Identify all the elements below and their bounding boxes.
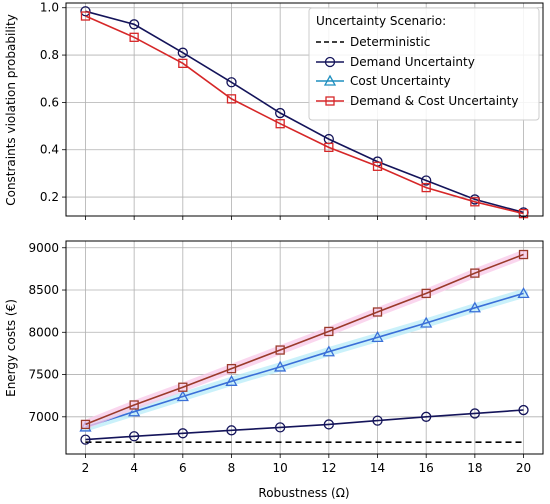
bottom-y-tick-label: 8000 [28,325,59,339]
top-demand-uncertainty-point [421,175,432,186]
bottom-demand-uncertainty-point [226,425,237,436]
top-axes-frame [65,2,544,217]
top-demand-and-cost-uncertainty-point [470,197,480,207]
bottom-cost-uncertainty-point [468,301,481,313]
bottom-demand-and-cost-uncertainty-point [178,382,188,392]
x-tick-label: 12 [321,461,336,475]
top-y-tick-label: 0.4 [40,143,59,157]
legend: Uncertainty Scenario: Deterministic Dema… [308,7,540,121]
bottom-cost-uncertainty-point [274,360,287,372]
top-series [80,6,529,219]
top-demand-uncertainty-point [275,107,286,119]
bottom-demand-uncertainty-point [177,428,188,439]
top-y-tick-label: 1.0 [40,1,59,15]
legend-demand-label: Demand Uncertainty [350,55,475,69]
top-panel: 0.2 0.4 0.6 0.8 1.0 Constraints violation pr… [4,1,544,220]
bottom-demand-and-cost-uncertainty-point [470,268,480,278]
bottom-cost-uncertainty-point [371,331,384,343]
x-tick-label: 6 [179,461,187,475]
bottom-cost-uncertainty-point [225,374,238,386]
top-demand-and-cost-uncertainty-point [129,32,139,42]
bottom-demand-uncertainty-point [128,431,140,442]
legend-title: Uncertainty Scenario: [316,14,446,28]
x-tick-label: 8 [228,461,236,475]
legend-cost-marker [323,74,337,86]
legend-frame [308,7,540,121]
bottom-series [79,249,530,445]
legend-demand-cost-label: Demand & Cost Uncertainty [350,94,518,108]
bottom-cost-uncertainty-point [176,390,189,402]
bottom-demand-uncertainty-point [323,419,334,430]
bottom-demand-uncertainty-point [421,411,432,422]
bottom-demand-and-cost-uncertainty-point [324,326,334,337]
top-demand-and-cost-uncertainty-point [178,58,188,68]
x-axis-label: Robustness (Ω) [258,486,349,500]
x-tick-label: 4 [130,461,138,475]
top-y-axis-label: Constraints violation probability [4,14,18,206]
bottom-y-tick-label: 7500 [28,368,59,382]
bottom-y-tick-label: 7000 [28,410,59,424]
x-tick-label: 18 [467,461,482,475]
legend-demand-marker [324,56,336,68]
bottom-demand-uncertainty-point [80,434,91,445]
top-demand-and-cost-uncertainty-line [85,15,524,215]
bottom-demand-and-cost-uncertainty-line [85,253,524,426]
legend-cost-label: Cost Uncertainty [350,74,451,88]
bottom-demand-uncertainty-point [469,408,481,419]
legend-demand-cost-marker [325,96,335,106]
bottom-demand-uncertainty-point [275,422,286,433]
bottom-demand-and-cost-uncertainty-point [421,288,431,299]
bottom-ticks: 2 4 6 8 10 12 14 16 18 20 7000 7500 8000 8500 9000 [28,241,531,475]
bottom-demand-and-cost-uncertainty-point [518,249,529,260]
top-demand-and-cost-uncertainty-point [324,142,334,153]
bottom-demand-uncertainty-point [372,415,383,426]
bottom-demand-uncertainty-point [518,404,529,416]
bottom-cost-uncertainty-point [128,405,141,417]
bottom-cost-uncertainty-point [517,287,530,299]
top-y-tick-label: 0.6 [40,95,59,109]
bottom-y-tick-label: 8500 [28,283,59,297]
bottom-y-axis-label: Energy costs (€) [4,299,18,397]
x-tick-label: 10 [273,461,288,475]
bottom-axes-frame [65,240,544,455]
top-demand-and-cost-uncertainty-point [80,11,91,21]
x-tick-label: 2 [82,461,90,475]
bottom-panel: 2 4 6 8 10 12 14 16 18 20 7000 7500 8000 8500 9000 Ene… [4,240,544,500]
top-demand-and-cost-uncertainty-point [421,182,431,193]
bottom-demand-and-cost-uncertainty-point [80,419,91,430]
bottom-grid [66,241,543,454]
top-demand-uncertainty-point [226,77,237,88]
bottom-cost-uncertainty-point [420,316,433,328]
bottom-demand-and-cost-uncertainty-point [129,400,139,410]
top-demand-and-cost-uncertainty-point [226,94,237,104]
x-tick-label: 20 [516,461,531,475]
top-demand-and-cost-uncertainty-point [275,119,285,129]
bottom-y-tick-label: 9000 [28,241,59,255]
x-tick-label: 14 [370,461,385,475]
bottom-demand-and-cost-uncertainty-point [372,307,383,317]
top-demand-uncertainty-point [80,6,91,17]
bottom-cost-uncertainty-line [85,292,524,428]
bottom-demand-and-cost-uncertainty-point [226,363,237,374]
top-y-tick-label: 0.2 [40,190,59,204]
top-demand-uncertainty-point [128,19,140,30]
legend-deterministic-label: Deterministic [350,35,430,49]
bottom-cost-uncertainty-point [322,345,335,357]
bottom-demand-uncertainty-line [85,409,524,441]
bottom-demand-and-cost-uncertainty-point [275,345,285,355]
top-y-tick-label: 0.8 [40,48,59,62]
x-tick-label: 16 [419,461,434,475]
top-demand-uncertainty-line [85,10,524,214]
top-demand-and-cost-uncertainty-point [372,161,383,171]
top-ticks: 0.2 0.4 0.6 0.8 1.0 [40,1,524,220]
top-demand-uncertainty-point [177,47,188,58]
